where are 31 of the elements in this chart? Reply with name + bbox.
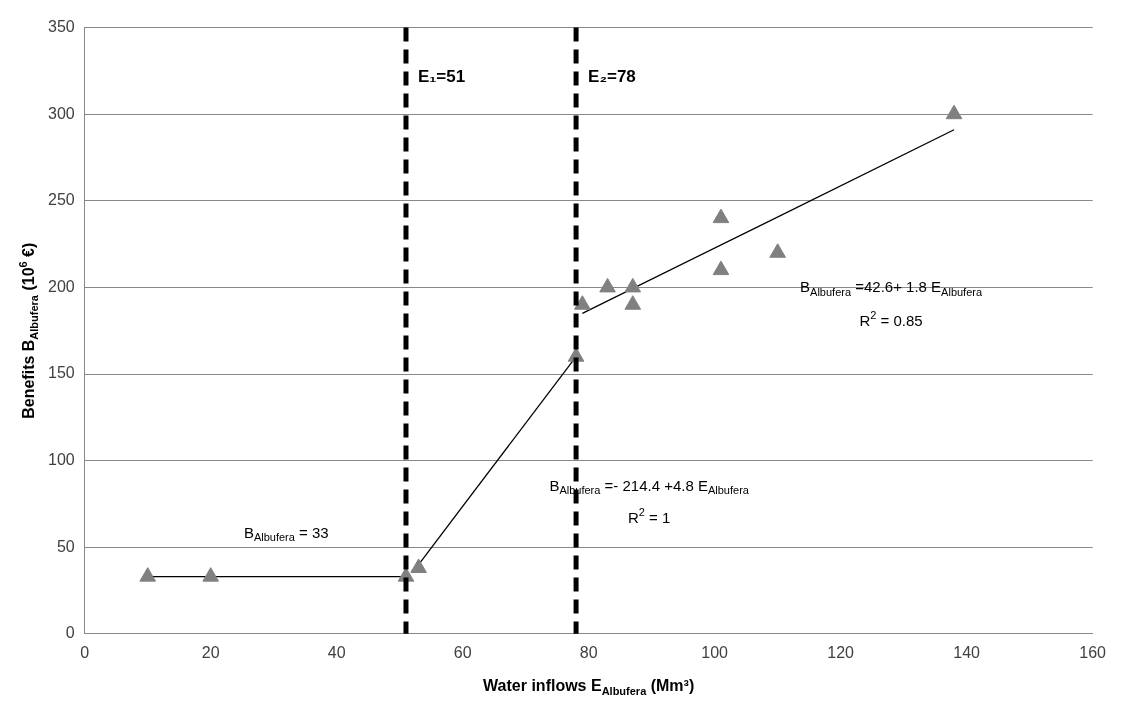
point — [599, 277, 616, 293]
x-tick-label: 0 — [80, 643, 90, 661]
y-tick-label: 200 — [47, 277, 75, 295]
x-tick-label: 160 — [1079, 643, 1107, 661]
point — [712, 208, 730, 224]
point — [712, 260, 730, 276]
point — [410, 558, 427, 573]
ref-line-label: E₂=78 — [588, 67, 636, 87]
x-tick-label: 100 — [701, 643, 729, 661]
x-tick-label: 60 — [453, 643, 472, 661]
point — [574, 295, 591, 310]
y-tick-label: 250 — [47, 191, 75, 209]
point — [139, 567, 156, 582]
x-tick-label: 40 — [327, 643, 346, 661]
point — [769, 243, 786, 258]
ref-line-label: E₁=51 — [417, 67, 466, 87]
point — [202, 567, 219, 582]
y-tick-label: 50 — [56, 537, 75, 555]
point — [624, 295, 642, 310]
y-tick-label: 350 — [47, 18, 75, 36]
point — [945, 104, 963, 120]
y-tick-label: 300 — [47, 104, 75, 122]
x-tick-label: 20 — [201, 643, 220, 661]
y-tick-label: 100 — [47, 451, 75, 469]
y-tick-label: 150 — [47, 364, 75, 382]
y-tick-label: 0 — [65, 624, 75, 642]
x-tick-label: 80 — [579, 643, 598, 661]
x-tick-label: 120 — [827, 643, 855, 661]
point — [624, 277, 642, 293]
y-axis-title: Benefits BAlbufera (106 €) — [17, 242, 40, 419]
x-tick-label: 140 — [953, 643, 981, 661]
